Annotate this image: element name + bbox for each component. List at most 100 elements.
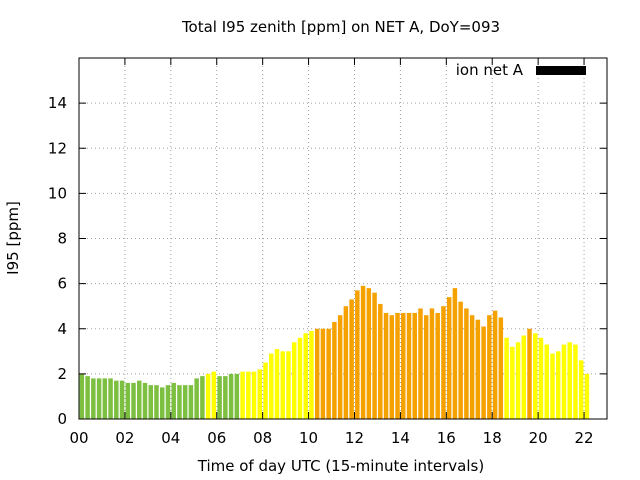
y-tick-label: 2 <box>57 365 67 383</box>
bar <box>406 312 412 419</box>
bar <box>360 285 366 419</box>
bar <box>527 328 532 419</box>
bar <box>125 382 131 419</box>
bar <box>257 369 263 419</box>
y-tick-label: 4 <box>57 320 67 338</box>
bar <box>521 335 527 419</box>
x-axis-title: Time of day UTC (15-minute intervals) <box>197 457 484 475</box>
bar <box>561 344 567 419</box>
bar <box>515 342 521 419</box>
bar <box>211 371 217 419</box>
y-tick-label: 14 <box>48 94 67 112</box>
y-tick-label: 6 <box>57 275 67 293</box>
bar <box>498 317 504 419</box>
bar <box>383 312 389 419</box>
bar <box>326 328 331 419</box>
bar <box>309 331 314 419</box>
bar <box>79 373 85 420</box>
x-tick-labels: 00 02 04 06 08 10 12 14 16 18 20 22 <box>69 429 593 447</box>
x-tick-label: 18 <box>483 429 502 447</box>
bar <box>401 312 406 419</box>
bar <box>452 288 458 419</box>
bar <box>538 337 544 419</box>
bar <box>555 351 561 419</box>
bar <box>458 301 463 419</box>
legend: ion net A <box>456 61 586 79</box>
bar <box>119 380 125 419</box>
bar <box>533 333 538 419</box>
bar <box>217 376 222 419</box>
bar <box>372 292 377 419</box>
bar <box>131 382 136 419</box>
y-axis-title: I95 [ppm] <box>4 201 22 275</box>
bar <box>355 290 360 419</box>
bar <box>274 349 280 419</box>
x-tick-label: 00 <box>69 429 88 447</box>
bar <box>240 371 245 419</box>
x-tick-label: 12 <box>345 429 364 447</box>
bar <box>550 353 555 419</box>
x-tick-label: 08 <box>253 429 272 447</box>
bar <box>263 362 268 419</box>
y-tick-label: 0 <box>57 410 67 428</box>
x-tick-label: 02 <box>115 429 134 447</box>
y-tick-label: 12 <box>48 139 67 157</box>
bar <box>96 378 102 419</box>
bar <box>291 342 297 419</box>
bar <box>194 378 199 419</box>
bar <box>223 376 228 419</box>
bar <box>567 342 572 419</box>
bar <box>286 351 291 419</box>
bar <box>332 321 337 419</box>
y-tick-label: 10 <box>48 184 67 202</box>
bar <box>510 346 515 419</box>
bar <box>165 385 171 419</box>
bar <box>487 315 492 419</box>
x-tick-label: 14 <box>391 429 410 447</box>
bar <box>412 312 417 419</box>
x-tick-label: 20 <box>529 429 548 447</box>
bar <box>228 373 234 420</box>
bar <box>303 333 308 419</box>
bar <box>314 328 320 419</box>
bar <box>481 326 486 419</box>
bar <box>148 385 153 419</box>
bar <box>246 371 251 419</box>
bar <box>137 380 142 419</box>
bar <box>418 308 423 419</box>
legend-label: ion net A <box>456 61 524 79</box>
bar <box>154 385 159 419</box>
bar <box>584 373 590 420</box>
bar <box>366 288 372 419</box>
bar <box>200 376 205 419</box>
bar <box>475 319 481 419</box>
bars <box>79 285 590 420</box>
x-tick-label: 04 <box>161 429 180 447</box>
bar <box>464 308 469 419</box>
bar <box>337 315 343 419</box>
bar <box>205 373 211 420</box>
bar <box>435 312 440 419</box>
chart-title: Total I95 zenith [ppm] on NET A, DoY=093 <box>181 18 500 36</box>
bar <box>114 380 119 419</box>
bar <box>378 303 383 419</box>
bar <box>395 312 400 419</box>
y-tick-label: 8 <box>57 230 67 248</box>
bar <box>182 385 188 419</box>
bar <box>578 360 584 419</box>
x-tick-label: 16 <box>437 429 456 447</box>
bar <box>441 306 446 419</box>
bar <box>159 387 165 419</box>
bar <box>269 353 274 419</box>
grid-lines <box>79 58 607 419</box>
bar <box>91 378 96 419</box>
bar <box>573 344 578 419</box>
bar <box>177 385 182 419</box>
bar <box>188 385 194 419</box>
bar <box>108 378 113 419</box>
bar <box>492 310 498 419</box>
bar <box>85 376 90 419</box>
bar <box>423 315 429 419</box>
bar <box>234 373 240 420</box>
